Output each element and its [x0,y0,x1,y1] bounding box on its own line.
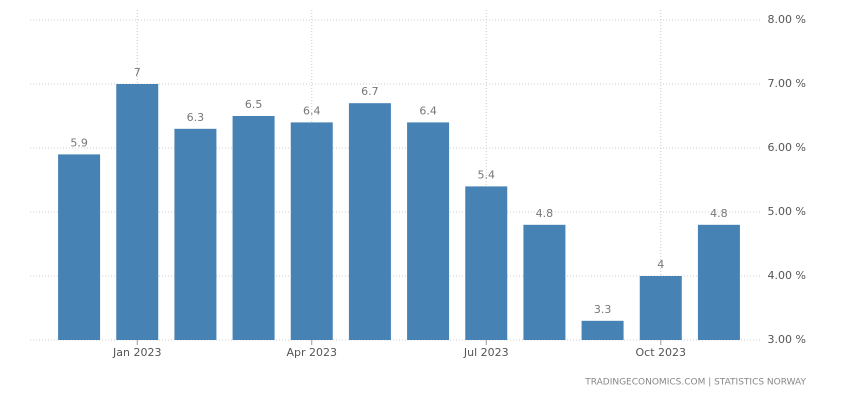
bar [523,224,566,340]
y-tick-label: 6.00 % [768,141,806,154]
y-tick-label: 4.00 % [768,269,806,282]
bar [232,116,275,340]
data-label: 5.4 [478,168,496,181]
y-tick-label: 7.00 % [768,77,806,90]
data-label: 6.4 [303,104,321,117]
data-label: 4 [657,258,664,271]
bar [581,320,624,340]
data-label: 6.5 [245,98,263,111]
data-label: 6.3 [187,111,205,124]
bar [58,154,101,340]
bar [407,122,450,341]
y-tick-label: 5.00 % [768,205,806,218]
y-tick-label: 3.00 % [768,333,806,346]
data-label: 6.4 [419,104,437,117]
bar [465,186,508,340]
x-tick-label: Jan 2023 [112,346,161,359]
source: TRADINGECONOMICS.COM | STATISTICS NORWAY [584,378,806,388]
bar [290,122,333,341]
data-label: 6.7 [361,85,379,98]
x-tick-label: Apr 2023 [286,346,337,359]
x-tick-label: Oct 2023 [635,346,686,359]
bar [348,103,391,340]
data-label: 3.3 [594,303,612,316]
y-tick-label: 8.00 % [768,13,806,26]
bar [639,276,682,340]
bar [697,224,740,340]
data-label: 5.9 [70,136,88,149]
x-tick-label: Jul 2023 [463,346,509,359]
data-label: 4.8 [536,207,554,220]
bar [116,84,159,340]
bar [174,128,217,340]
data-label: 4.8 [710,207,728,220]
data-label: 7 [134,66,141,79]
